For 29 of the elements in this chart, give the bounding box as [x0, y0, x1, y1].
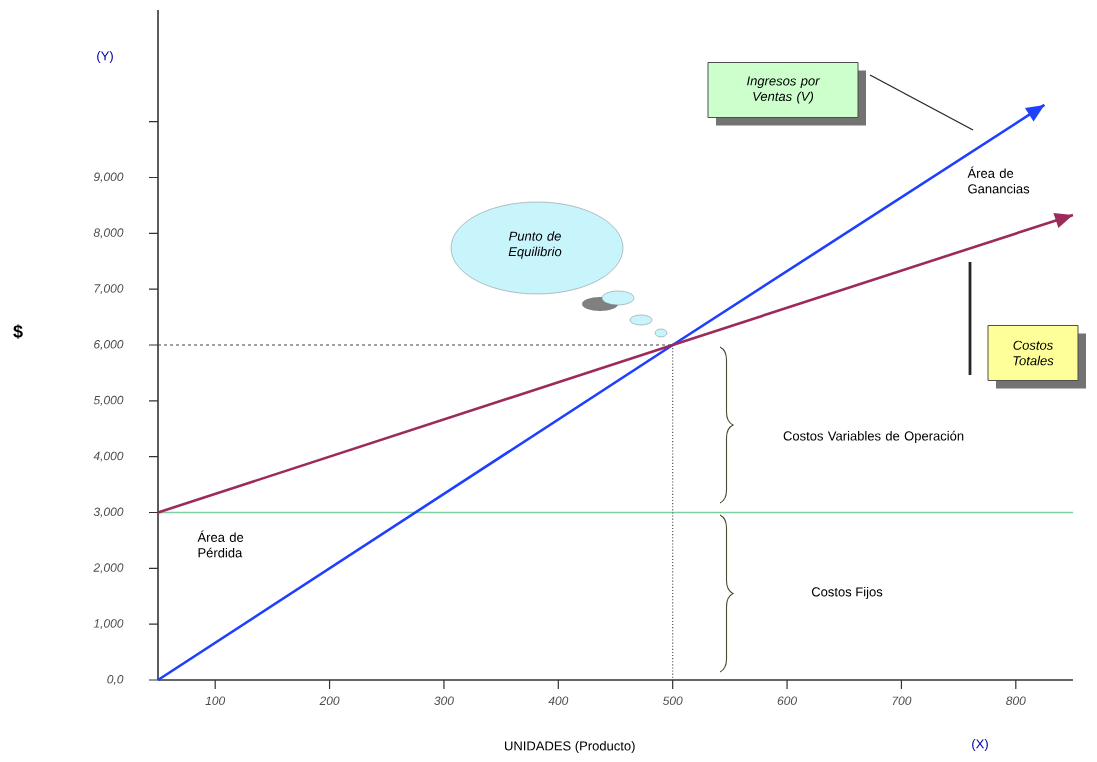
y-tick-label: 1,000 — [93, 619, 124, 630]
annotation: Ingresos por Ventas (V) — [747, 76, 820, 104]
x-tick-label: 400 — [548, 696, 569, 706]
annotation: Área de Ganancias — [967, 166, 1030, 194]
annotation: Punto de Equilibrio — [508, 231, 562, 259]
annotation: Costos Fijos — [811, 586, 883, 600]
x-tick-label: 100 — [205, 696, 226, 706]
text: (X) — [972, 738, 988, 752]
x-tick-label: 300 — [434, 696, 454, 706]
annotation: Costos Totales — [1013, 340, 1054, 366]
x-tick-label: 700 — [892, 696, 912, 706]
annotation: Costos Variables de Operación — [783, 430, 964, 444]
x-tick-label: 800 — [1006, 696, 1026, 706]
y-tick-label: 3,000 — [93, 507, 124, 518]
y-tick-label: 7,000 — [94, 284, 124, 295]
y-tick-label: 9,000 — [93, 172, 124, 183]
y-tick-label: 8,000 — [93, 228, 124, 239]
y-tick-label: 4,000 — [93, 451, 124, 462]
y-tick-label: 6,000 — [94, 340, 124, 350]
x-tick-label: 200 — [319, 696, 340, 706]
y-tick-label: 0,0 — [107, 675, 124, 685]
y-tick-label: 5,000 — [93, 395, 124, 406]
x-tick-label: 600 — [777, 696, 797, 706]
y-tick-label: 2,000 — [93, 563, 124, 574]
y-axis-title: $ — [13, 324, 23, 339]
annotation: Área de Pérdida — [197, 530, 244, 558]
x-axis-title: UNIDADES (Producto) — [505, 740, 635, 754]
text: (Y) — [97, 50, 113, 64]
x-tick-label: 500 — [662, 696, 683, 706]
